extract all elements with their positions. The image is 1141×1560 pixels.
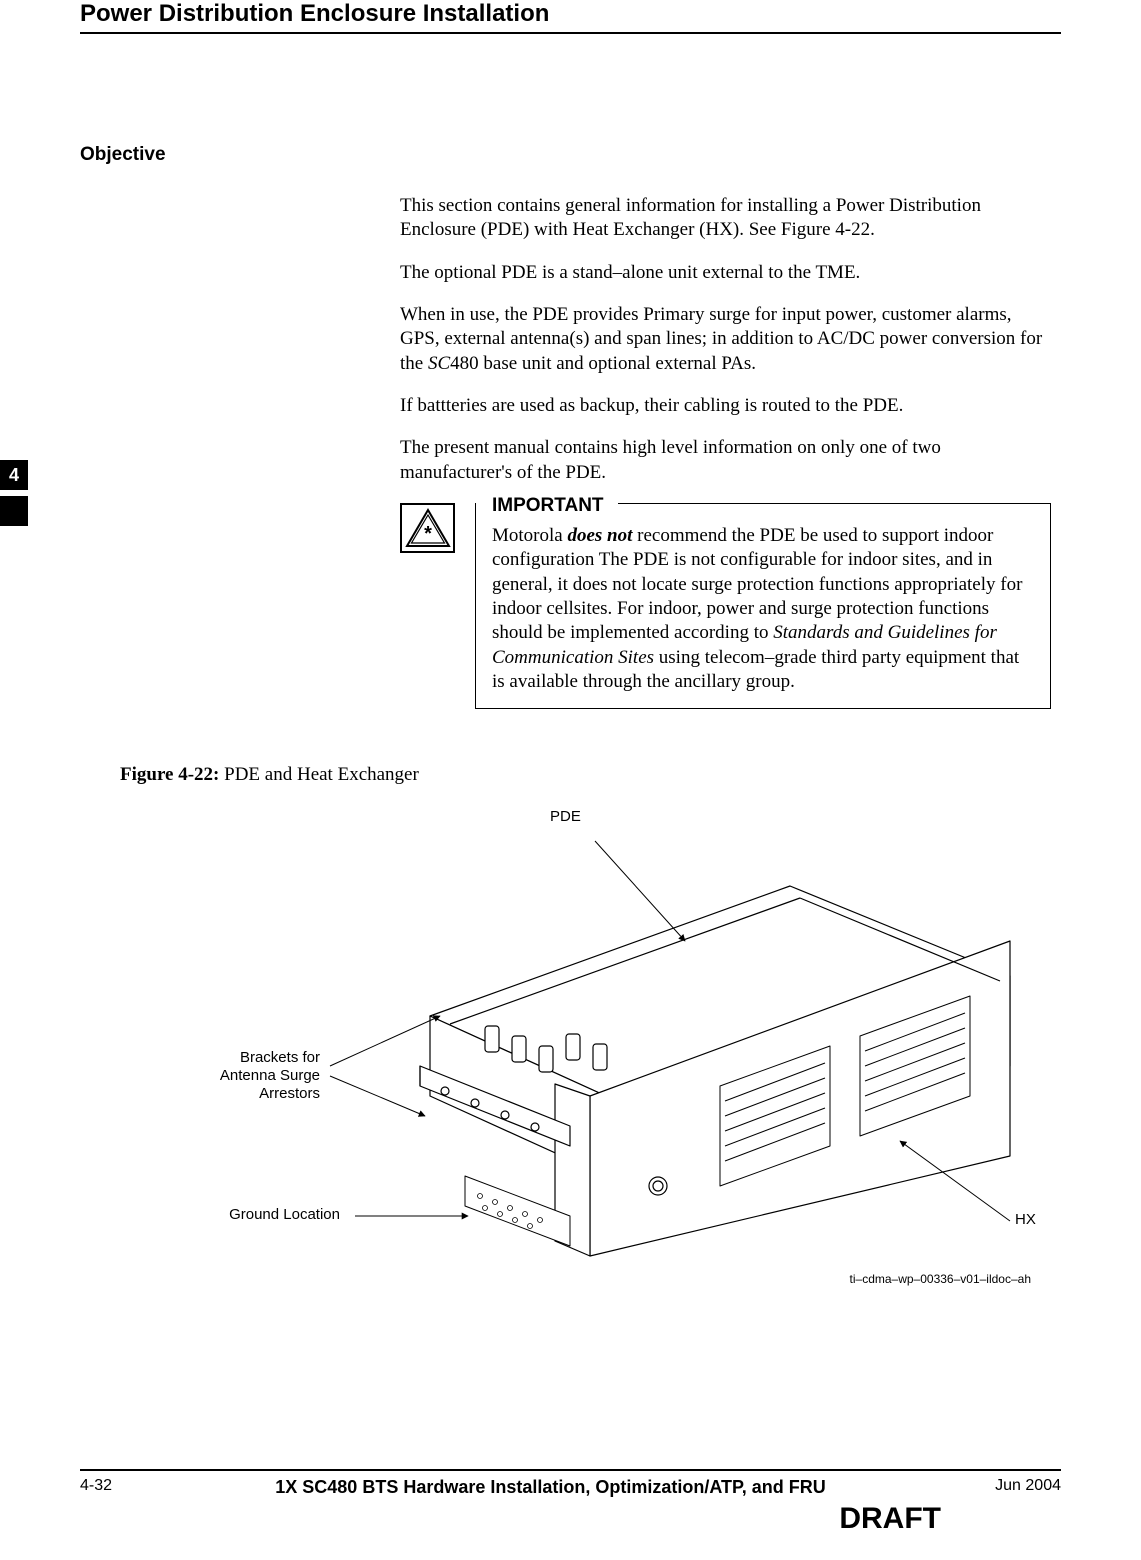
important-box: IMPORTANT Motorola does not recommend th…: [475, 503, 1051, 710]
chapter-tab: 4: [0, 460, 28, 526]
pde-hx-diagram: [290, 816, 1030, 1276]
figure-label-brackets: Brackets for Antenna Surge Arrestors: [160, 1049, 320, 1103]
footer-page-number: 4-32: [80, 1477, 160, 1495]
objective-body: This section contains general informatio…: [400, 194, 1051, 485]
chapter-number-tab: 4: [0, 460, 28, 490]
footer-draft-watermark: DRAFT: [160, 1502, 941, 1536]
footer-doc-title: 1X SC480 BTS Hardware Installation, Opti…: [160, 1477, 941, 1536]
page: Power Distribution Enclosure Installatio…: [0, 0, 1141, 1560]
footer-date: Jun 2004: [941, 1477, 1061, 1495]
figure-reference-id: ti–cdma–wp–00336–v01–ildoc–ah: [850, 1272, 1031, 1286]
objective-p2: The optional PDE is a stand–alone unit e…: [400, 261, 1051, 285]
figure-caption: Figure 4-22: PDE and Heat Exchanger: [120, 764, 1061, 786]
objective-p1: This section contains general informatio…: [400, 194, 1051, 243]
important-label: IMPORTANT: [476, 494, 618, 518]
important-text: Motorola does not recommend the PDE be u…: [492, 525, 1022, 692]
figure-title: PDE and Heat Exchanger: [219, 764, 418, 785]
figure-number: Figure 4-22:: [120, 764, 219, 785]
objective-p4: If battteries are used as backup, their …: [400, 394, 1051, 418]
figure-4-22: PDE Brackets for Antenna Surge Arrestors…: [120, 796, 1061, 1286]
page-footer: 4-32 1X SC480 BTS Hardware Installation,…: [80, 1469, 1061, 1536]
chapter-tab-spacer: [0, 496, 28, 526]
section-heading-objective: Objective: [80, 144, 1061, 166]
important-callout: * IMPORTANT Motorola does not recommend …: [400, 503, 1051, 710]
figure-label-pde: PDE: [550, 808, 610, 826]
figure-label-ground: Ground Location: [180, 1206, 340, 1224]
objective-p5: The present manual contains high level i…: [400, 436, 1051, 485]
page-title: Power Distribution Enclosure Installatio…: [80, 0, 549, 27]
objective-p3: When in use, the PDE provides Primary su…: [400, 303, 1051, 376]
page-header: Power Distribution Enclosure Installatio…: [80, 0, 1061, 34]
important-icon: *: [400, 503, 455, 553]
figure-label-hx: HX: [1015, 1211, 1055, 1229]
svg-text:*: *: [424, 523, 432, 545]
